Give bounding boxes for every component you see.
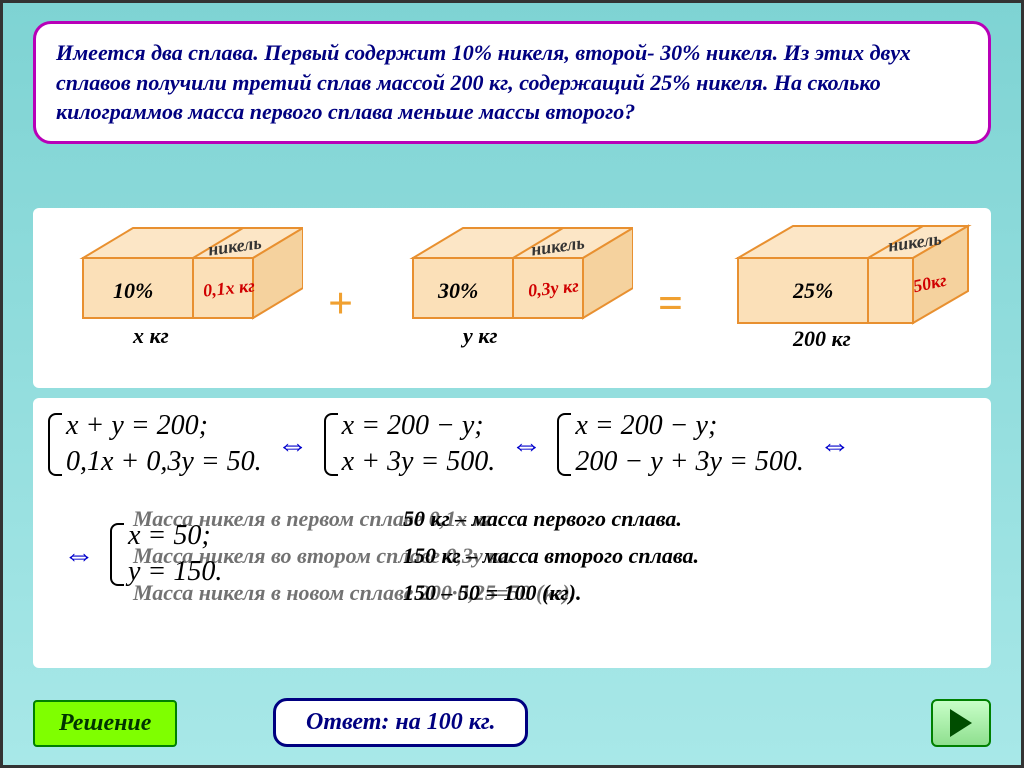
equations-area: x + y = 200; 0,1x + 0,3y = 50. ⇔ x = 200…	[33, 398, 991, 668]
eq1-line1: x + y = 200;	[66, 408, 262, 444]
mass-2: у кг	[463, 323, 498, 349]
percent-2: 30%	[438, 278, 478, 304]
ingot-shape-2	[383, 218, 633, 348]
ingot-3: никель 25% 50кг 200 кг	[713, 218, 973, 348]
system-1: x + y = 200; 0,1x + 0,3y = 50.	[48, 408, 262, 481]
answer-text: Ответ: на 100 кг.	[306, 709, 495, 735]
explain-r3: 150 – 50 = 100 (кг).	[403, 580, 581, 606]
eq3-line1: x = 200 − y;	[575, 408, 804, 444]
mass-3: 200 кг	[793, 326, 851, 352]
problem-text: Имеется два сплава. Первый содержит 10% …	[56, 40, 911, 124]
ingot-2: никель 30% 0,3y кг у кг	[383, 218, 633, 348]
solution-label: Решение	[59, 710, 151, 736]
ingot-1: никель 10% 0,1x кг х кг	[53, 218, 303, 348]
problem-statement: Имеется два сплава. Первый содержит 10% …	[33, 21, 991, 144]
eq2-line2: x + 3y = 500.	[342, 444, 496, 480]
next-button[interactable]	[931, 699, 991, 747]
ingot-shape-1	[53, 218, 303, 348]
system-3: x = 200 − y; 200 − y + 3y = 500.	[557, 408, 804, 481]
implies-1: ⇔	[277, 426, 309, 463]
eq1-line2: 0,1x + 0,3y = 50.	[66, 444, 262, 480]
eq2-line1: x = 200 − y;	[342, 408, 496, 444]
mass-1: х кг	[133, 323, 169, 349]
system-2: x = 200 − y; x + 3y = 500.	[324, 408, 496, 481]
implies-4: ⇔	[63, 536, 95, 573]
implies-3: ⇔	[819, 426, 851, 463]
explain-r2: 150 кг – масса второго сплава.	[403, 543, 699, 569]
percent-1: 10%	[113, 278, 153, 304]
plus-icon: +	[328, 278, 353, 329]
equals-icon: =	[658, 278, 683, 329]
diagram-area: никель 10% 0,1x кг х кг + никель 30% 0,3…	[33, 208, 991, 388]
solution-button[interactable]: Решение	[33, 700, 177, 747]
explain-r1: 50 кг – масса первого сплава.	[403, 506, 682, 532]
implies-2: ⇔	[510, 426, 542, 463]
eq3-line2: 200 − y + 3y = 500.	[575, 444, 804, 480]
answer-box: Ответ: на 100 кг.	[273, 698, 528, 747]
percent-3: 25%	[793, 278, 833, 304]
